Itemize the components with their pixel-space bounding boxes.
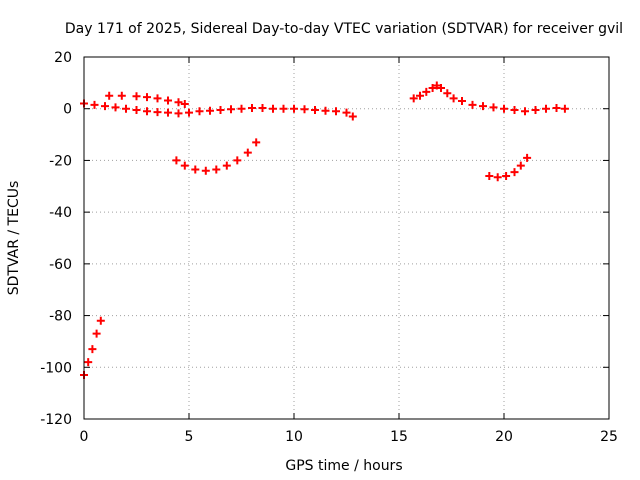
data-point xyxy=(258,103,267,112)
y-tick-label: -120 xyxy=(40,412,72,428)
data-point xyxy=(479,102,487,111)
data-point xyxy=(449,94,458,103)
data-point xyxy=(90,100,99,109)
data-point xyxy=(132,92,141,101)
x-tick-label: 25 xyxy=(600,429,618,445)
x-tick-label: 0 xyxy=(80,429,89,445)
data-point xyxy=(180,161,189,170)
data-point xyxy=(542,104,550,113)
y-tick-label: -40 xyxy=(49,205,72,221)
data-point xyxy=(84,358,93,367)
data-point xyxy=(485,171,494,180)
data-point xyxy=(516,161,525,170)
data-point xyxy=(185,108,193,117)
data-point xyxy=(510,168,519,177)
data-point xyxy=(502,171,511,180)
data-point xyxy=(143,107,151,116)
data-point xyxy=(248,103,256,112)
y-tick-label: 20 xyxy=(54,50,72,66)
data-point xyxy=(290,104,298,113)
data-point xyxy=(523,153,532,162)
data-point xyxy=(191,165,200,174)
y-tick-label: -100 xyxy=(40,360,72,376)
data-point xyxy=(222,161,231,170)
data-point xyxy=(443,89,452,98)
data-point xyxy=(416,91,424,100)
data-point xyxy=(500,104,508,113)
data-point xyxy=(132,106,141,115)
data-point xyxy=(143,93,151,102)
data-point xyxy=(332,107,340,116)
data-points xyxy=(80,81,569,380)
data-point xyxy=(311,106,319,115)
data-point xyxy=(560,104,569,113)
data-point xyxy=(195,107,204,116)
data-point xyxy=(252,138,261,147)
data-point xyxy=(493,173,502,182)
data-point xyxy=(458,96,466,105)
data-point xyxy=(101,102,109,111)
data-point xyxy=(201,166,210,175)
y-axis-label: SDTVAR / TECUs xyxy=(6,181,22,296)
data-point xyxy=(233,156,242,165)
data-point xyxy=(174,109,183,118)
data-point xyxy=(105,91,114,100)
data-point xyxy=(153,94,162,103)
data-point xyxy=(172,156,181,165)
data-point xyxy=(521,107,529,116)
data-point xyxy=(180,100,189,109)
data-point xyxy=(153,108,162,117)
data-point xyxy=(300,105,309,114)
data-point xyxy=(321,106,330,115)
data-point xyxy=(96,316,105,325)
axis-ticks: 0 5 10 15 20 25 -120 -100 -80 -60 -40 -20 0 20 xyxy=(40,50,618,445)
data-point xyxy=(164,96,172,105)
data-point xyxy=(489,103,498,112)
data-point xyxy=(437,84,445,93)
data-point xyxy=(212,165,221,174)
data-point xyxy=(432,81,441,90)
x-tick-label: 15 xyxy=(390,429,408,445)
data-point xyxy=(510,106,519,115)
data-point xyxy=(531,106,540,115)
data-point xyxy=(92,329,101,338)
data-point xyxy=(111,103,120,112)
chart-title: Day 171 of 2025, Sidereal Day-to-day VTE… xyxy=(65,21,623,37)
data-point xyxy=(348,112,357,121)
data-point xyxy=(122,104,130,113)
data-point xyxy=(422,87,431,96)
data-point xyxy=(342,108,351,117)
y-tick-label: -80 xyxy=(49,309,72,325)
y-tick-label: 0 xyxy=(63,102,72,118)
data-point xyxy=(216,106,225,115)
data-point xyxy=(206,106,214,115)
x-tick-label: 20 xyxy=(495,429,513,445)
x-tick-label: 5 xyxy=(185,429,194,445)
data-point xyxy=(279,104,288,113)
data-point xyxy=(117,91,126,100)
plot-frame xyxy=(83,56,610,420)
data-point xyxy=(237,104,246,113)
data-point xyxy=(552,103,561,112)
grid-lines xyxy=(84,57,609,419)
data-point xyxy=(243,148,252,157)
data-point xyxy=(174,98,183,107)
y-tick-label: -60 xyxy=(49,257,72,273)
data-point xyxy=(468,100,477,109)
x-axis-label: GPS time / hours xyxy=(285,458,402,474)
data-point xyxy=(428,84,437,93)
data-point xyxy=(88,345,97,354)
data-point xyxy=(269,104,277,113)
data-point xyxy=(164,108,172,117)
x-tick-label: 10 xyxy=(285,429,303,445)
data-point xyxy=(409,94,418,103)
data-point xyxy=(227,105,235,114)
y-tick-label: -20 xyxy=(49,153,72,169)
